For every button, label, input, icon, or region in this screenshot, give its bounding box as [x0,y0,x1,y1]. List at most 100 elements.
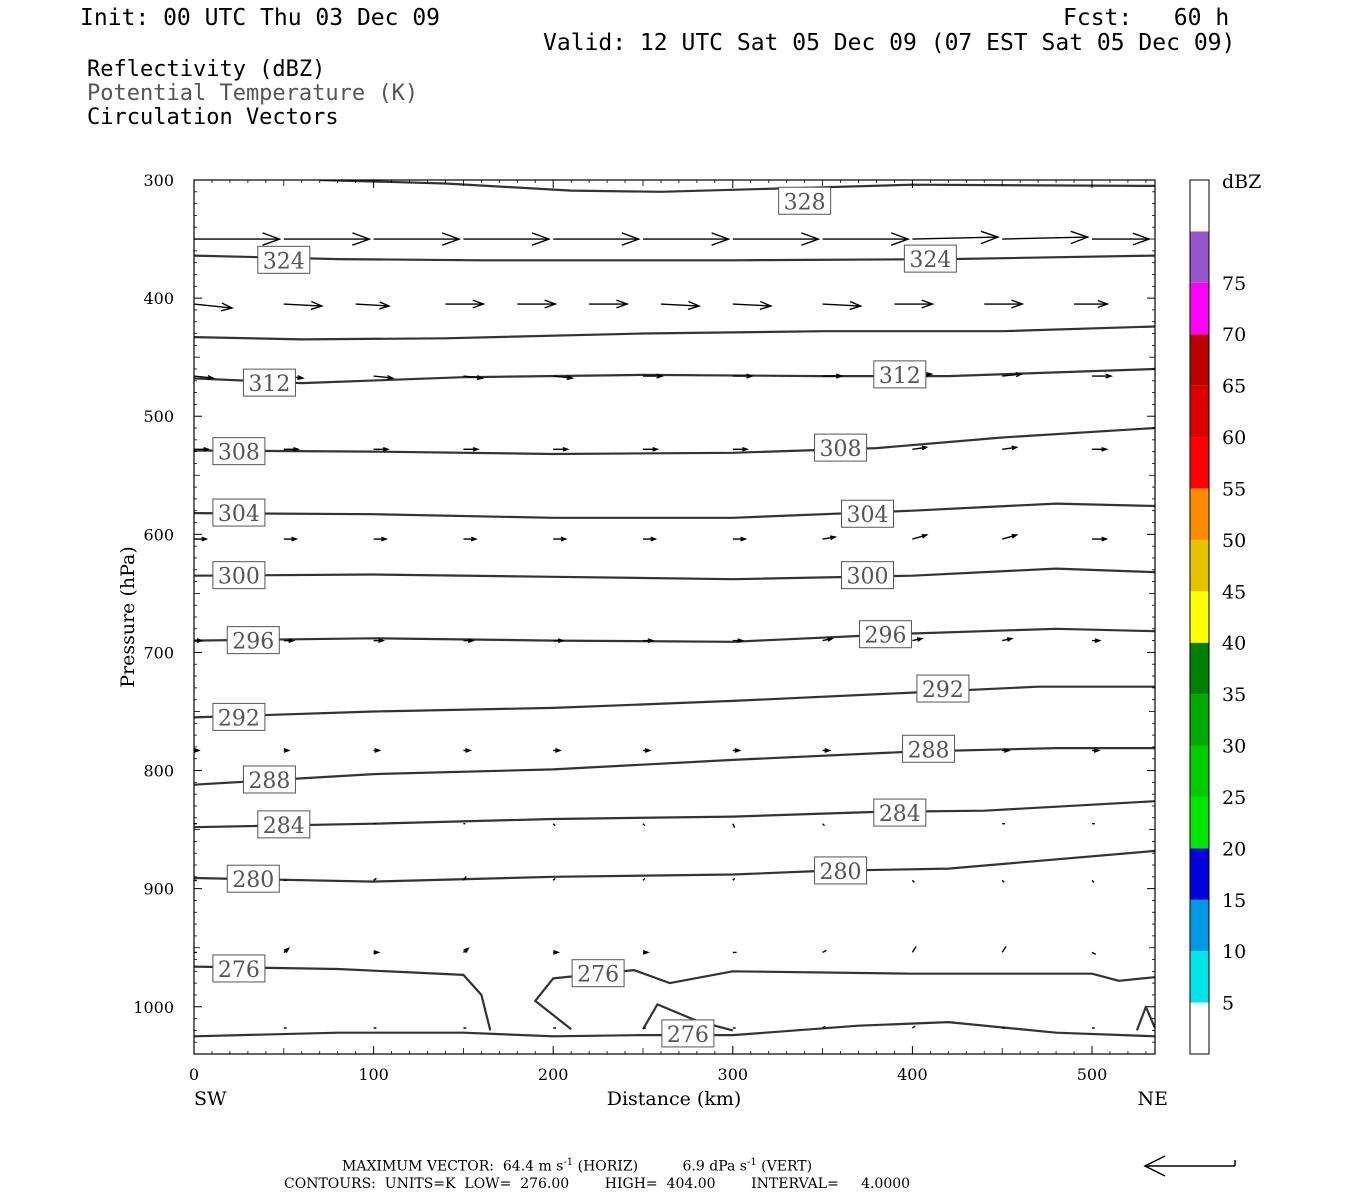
isentrope-label-box [778,186,832,215]
circulation-vector [660,303,699,307]
isentrope-label-box [212,437,266,466]
isentrope-280 [194,849,1155,883]
isentrope-label-box [226,864,280,893]
circulation-vector-head [554,748,562,753]
colorbar-label: 15 [1222,890,1246,912]
isentrope-label: 304 [847,503,889,528]
circulation-vector-head [196,638,204,643]
circulation-vector [732,823,736,828]
isentrope-304 [194,502,1155,519]
isentrope-label-box [916,674,970,703]
circulation-vector [194,303,233,309]
colorbar-segment [1190,180,1209,232]
isentrope-label-box [661,1019,715,1048]
isentrope-276 [1135,1005,1155,1031]
isentrope-label: 280 [232,868,274,893]
colorbar-label: 45 [1222,581,1246,603]
circulation-vector [552,877,556,881]
colorbar-label: 75 [1222,273,1246,295]
circulation-vector-head [472,446,480,452]
circulation-vector-head [742,446,750,452]
isentrope-276 [194,965,492,1031]
circulation-vector [732,877,736,881]
colorbar-segment [1190,951,1209,1003]
reference-vector [1143,1155,1236,1177]
circulation-vector-head [801,232,821,246]
isentrope-label-box [814,433,868,462]
circulation-vector [1091,951,1097,956]
circulation-vector-head [207,374,216,381]
circulation-vector-head [373,950,381,955]
isentrope-label: 288 [248,769,290,794]
circulation-vector-head [566,374,575,381]
circulation-vector-head [203,446,211,452]
isentrope-label: 276 [667,1023,709,1048]
isentrope-label-box [903,244,957,273]
isentrope-label: 308 [218,441,260,466]
circulation-vector-head [465,748,473,753]
circulation-vector-head [544,299,558,309]
circulation-vector-head [382,446,390,452]
isentrope-label: 292 [922,678,964,703]
isentrope-276 [642,1003,734,1032]
colorbar-segment [1190,231,1209,283]
circulation-vector-head [374,748,382,753]
colorbar-label: 10 [1222,941,1246,963]
isentrope-label: 288 [908,738,950,763]
circulation-vector-head [740,536,748,542]
field-circulation-vectors: Circulation Vectors [87,105,339,130]
plot-area [194,180,1155,1054]
circulation-vector-head [1094,638,1102,643]
colorbar-label: 30 [1222,736,1246,758]
circulation-vector-head [621,232,641,246]
isentrope-label: 292 [218,706,260,731]
circulation-vector [732,303,771,307]
circulation-vector [1002,534,1017,540]
circulation-vector-head [1070,230,1090,245]
circulation-vector-head [386,374,395,381]
isentrope-312 [194,367,1155,385]
circulation-vector-head [650,536,658,542]
circulation-vector-head [531,232,551,246]
colorbar-segment [1190,796,1209,849]
circulation-vector-head [1105,373,1114,379]
circulation-vector-head [1006,637,1014,642]
isentrope-label-box [841,499,894,528]
field-reflectivity: Reflectivity (dBZ) [87,57,326,82]
circulation-vector-head [472,299,486,309]
isentrope-label: 308 [820,437,862,462]
circulation-vector [373,877,377,881]
circulation-vector-head [921,299,935,309]
isentrope-292 [194,685,1155,719]
circulation-vector-head [824,748,832,753]
circulation-vector [822,823,826,827]
circulation-vector [912,446,927,450]
x-tick-label: 500 [1077,1065,1108,1084]
x-tick-label: 200 [538,1065,569,1084]
circulation-vector-head [1015,372,1024,378]
isentrope-label: 300 [847,565,889,590]
circulation-vector-head [835,373,844,379]
circulation-vector-head [759,300,773,311]
isentrope-label: 276 [577,963,619,988]
circulation-vector-head [553,950,561,955]
colorbar-label: 5 [1222,993,1234,1015]
isentrope-label: 324 [909,248,951,273]
circulation-vector [912,236,998,240]
circulation-vector-head [1011,534,1019,539]
colorbar-segment [1190,848,1209,900]
circulation-vector [822,536,836,540]
x-tick-label: 300 [718,1065,749,1084]
isentrope-label: 296 [864,624,906,649]
circulation-vector-head [470,536,478,542]
isentrope-label-box [571,959,625,988]
x-right-direction: NE [1138,1088,1169,1110]
circulation-vector-head [980,230,1000,245]
isentrope-label-box [212,954,266,983]
colorbar-label: 25 [1222,787,1246,809]
circulation-vector-head [1011,445,1019,451]
max-vector-prefix: MAXIMUM VECTOR: 64.4 m s [342,1158,564,1175]
max-vector-line: MAXIMUM VECTOR: 64.4 m s-1 (HORIZ) 6.9 d… [342,1158,812,1174]
circulation-vector-head [379,301,391,310]
circulation-vector-head [220,302,235,312]
